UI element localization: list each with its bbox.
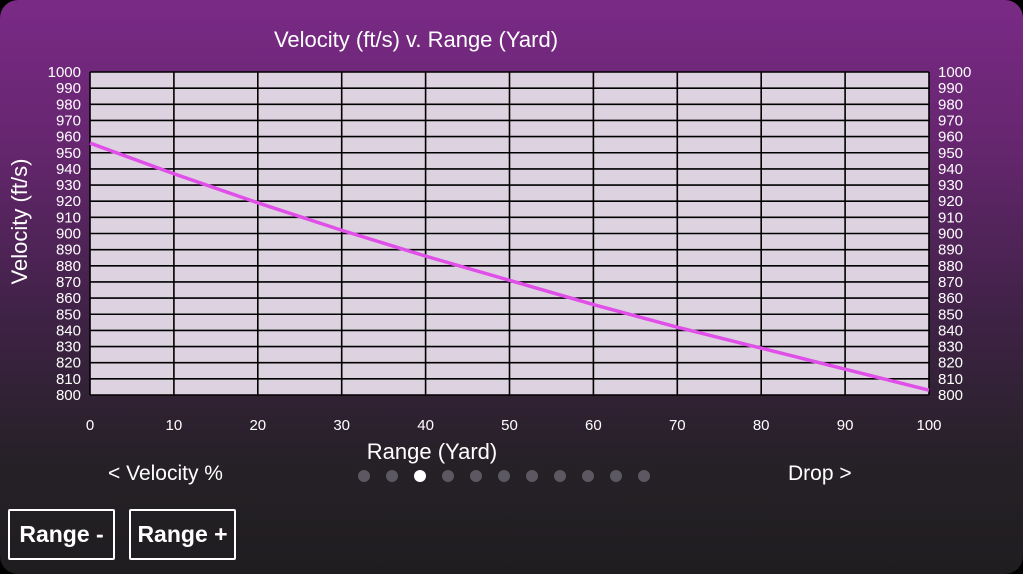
- x-tick-label: 50: [501, 417, 518, 434]
- page-dot[interactable]: [610, 470, 622, 482]
- x-tick-label: 90: [837, 417, 854, 434]
- x-tick-label: 20: [249, 417, 266, 434]
- y-tick-label-left: 910: [56, 209, 81, 226]
- y-tick-label-left: 900: [56, 226, 81, 243]
- x-axis-label: Range (Yard): [367, 439, 497, 464]
- y-tick-label-left: 880: [56, 258, 81, 275]
- x-tick-label: 10: [166, 417, 183, 434]
- y-tick-label-left: 980: [56, 96, 81, 113]
- y-tick-label-right: 810: [938, 371, 963, 388]
- page-dot[interactable]: [386, 470, 398, 482]
- y-axis-label: Velocity (ft/s): [7, 159, 32, 285]
- x-tick-label: 70: [669, 417, 686, 434]
- page-dot[interactable]: [414, 470, 426, 482]
- y-tick-label-left: 870: [56, 274, 81, 291]
- y-tick-label-right: 930: [938, 177, 963, 194]
- y-tick-label-right: 840: [938, 322, 963, 339]
- x-tick-label: 0: [86, 417, 94, 434]
- page-indicator[interactable]: [358, 470, 650, 482]
- page-dot[interactable]: [582, 470, 594, 482]
- prev-chart-velocity-link[interactable]: < Velocity %: [108, 462, 223, 485]
- y-tick-label-left: 1000: [48, 64, 81, 81]
- y-tick-label-left: 800: [56, 387, 81, 404]
- y-tick-label-right: 910: [938, 209, 963, 226]
- y-tick-label-right: 830: [938, 339, 963, 356]
- chart-title: Velocity (ft/s) v. Range (Yard): [274, 27, 558, 52]
- x-tick-label: 60: [585, 417, 602, 434]
- y-tick-label-left: 890: [56, 242, 81, 259]
- y-tick-label-right: 970: [938, 112, 963, 129]
- y-tick-label-right: 820: [938, 355, 963, 372]
- y-tick-label-left: 850: [56, 306, 81, 323]
- page-dot[interactable]: [470, 470, 482, 482]
- y-tick-label-right: 800: [938, 387, 963, 404]
- y-tick-label-left: 970: [56, 112, 81, 129]
- page-dot[interactable]: [526, 470, 538, 482]
- y-tick-label-right: 990: [938, 80, 963, 97]
- y-tick-label-left: 840: [56, 322, 81, 339]
- y-tick-label-right: 920: [938, 193, 963, 210]
- y-tick-label-left: 930: [56, 177, 81, 194]
- x-tick-label: 80: [753, 417, 770, 434]
- y-tick-label-right: 950: [938, 145, 963, 162]
- y-tick-label-left: 920: [56, 193, 81, 210]
- page-dot[interactable]: [498, 470, 510, 482]
- page-dot[interactable]: [638, 470, 650, 482]
- page-dot[interactable]: [554, 470, 566, 482]
- y-tick-label-right: 880: [938, 258, 963, 275]
- y-tick-label-right: 870: [938, 274, 963, 291]
- y-tick-label-left: 960: [56, 129, 81, 146]
- y-tick-label-left: 810: [56, 371, 81, 388]
- y-tick-label-right: 890: [938, 242, 963, 259]
- y-tick-label-right: 1000: [938, 64, 971, 81]
- y-tick-label-left: 860: [56, 290, 81, 307]
- velocity-series-line: [89, 141, 930, 392]
- y-tick-label-right: 940: [938, 161, 963, 178]
- y-tick-label-right: 980: [938, 96, 963, 113]
- range-plus-button[interactable]: Range +: [129, 509, 236, 560]
- x-tick-label: 30: [333, 417, 350, 434]
- y-tick-label-left: 950: [56, 145, 81, 162]
- range-minus-button[interactable]: Range -: [8, 509, 115, 560]
- y-tick-label-right: 860: [938, 290, 963, 307]
- x-tick-label: 40: [417, 417, 434, 434]
- y-tick-label-left: 990: [56, 80, 81, 97]
- page-dot[interactable]: [358, 470, 370, 482]
- next-chart-drop-link[interactable]: Drop >: [788, 462, 852, 485]
- y-tick-label-right: 850: [938, 306, 963, 323]
- y-tick-label-left: 830: [56, 339, 81, 356]
- y-tick-label-left: 940: [56, 161, 81, 178]
- y-tick-label-left: 820: [56, 355, 81, 372]
- page-dot[interactable]: [442, 470, 454, 482]
- y-tick-label-right: 960: [938, 129, 963, 146]
- y-tick-label-right: 900: [938, 226, 963, 243]
- x-tick-label: 100: [916, 417, 941, 434]
